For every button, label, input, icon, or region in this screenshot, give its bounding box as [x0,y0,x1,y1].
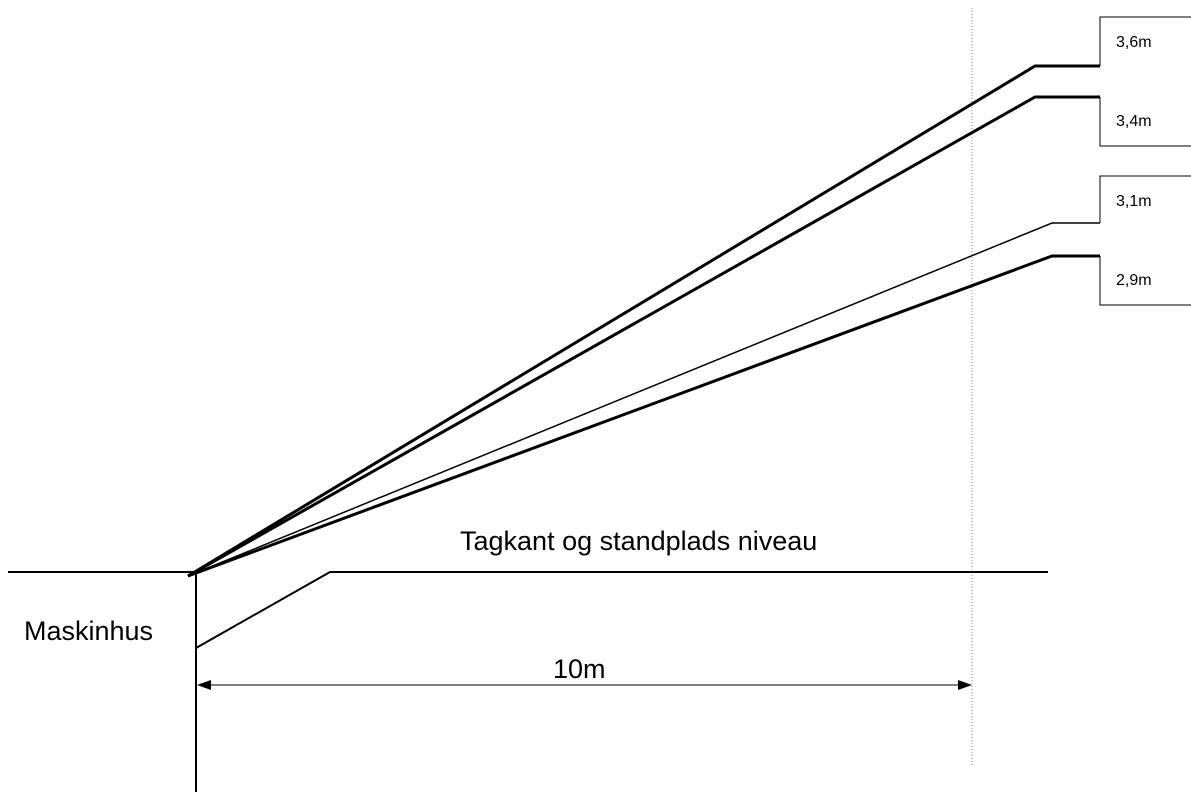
arrow-head-right [958,680,972,690]
sight-line-3-1m [187,222,1100,577]
distance-label: 10m [553,654,606,684]
roof-level-label: Tagkant og standplads niveau [460,526,817,556]
sight-line-3-6m [187,64,1100,578]
roof-edge-profile [195,571,1048,649]
height-box-3-1m [1099,175,1191,223]
height-label-3-6m: 3,6m [1116,34,1152,51]
height-box-2-9m [1099,256,1191,306]
building-label: Maskinhus [24,616,153,646]
arrow-head-left [197,680,211,690]
height-box-3-4m [1099,97,1191,147]
height-label-2-9m: 2,9m [1116,272,1152,289]
sight-line-2-9m [187,254,1100,578]
sight-line-3-4m [187,95,1100,578]
height-label-3-4m: 3,4m [1116,113,1152,130]
height-label-3-1m: 3,1m [1116,193,1152,210]
height-box-3-6m [1099,16,1191,66]
